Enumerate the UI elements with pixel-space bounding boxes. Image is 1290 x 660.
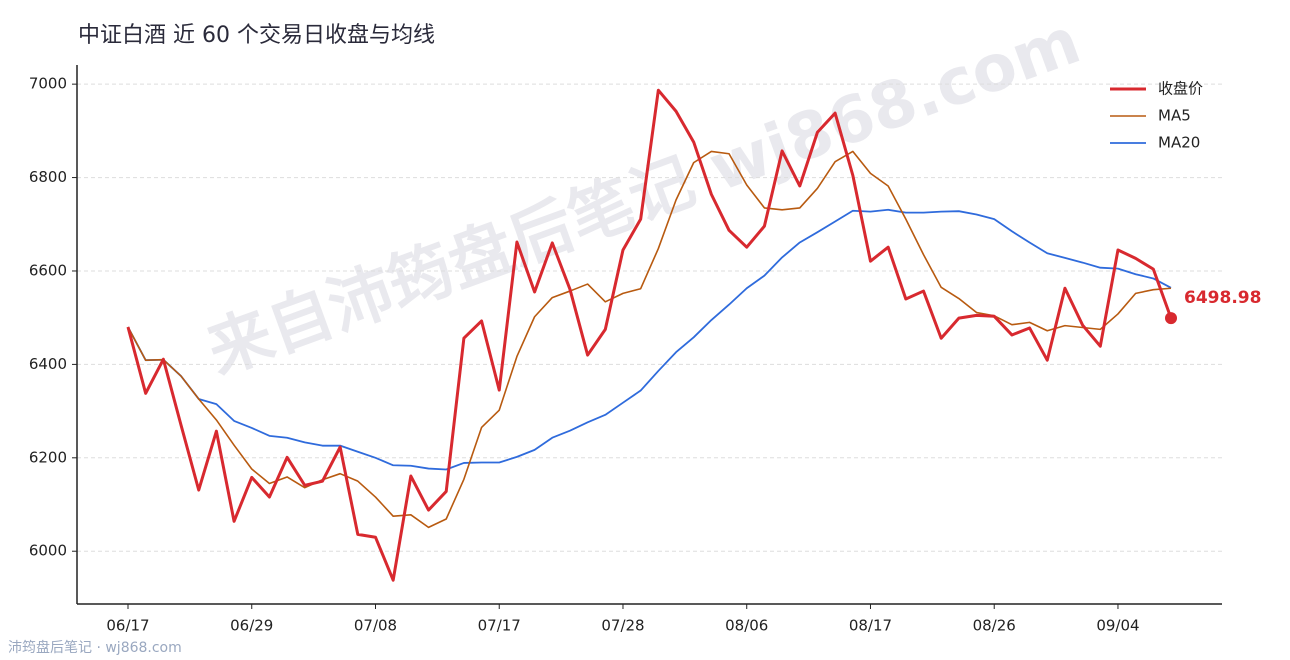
legend-label: MA20 [1158, 134, 1200, 152]
x-tick-label: 07/28 [601, 617, 644, 635]
last-point [1165, 312, 1177, 325]
x-tick-label: 09/04 [1096, 617, 1139, 635]
x-tick-label: 07/17 [478, 617, 521, 635]
y-tick-label: 6800 [29, 168, 67, 186]
x-tick-label: 06/29 [230, 617, 273, 635]
footer: 沛筠盘后笔记 · wj868.com [8, 639, 182, 656]
y-tick-label: 6000 [29, 542, 67, 560]
y-tick-label: 6200 [29, 448, 67, 466]
x-tick-label: 08/06 [725, 617, 768, 635]
line-0 [126, 88, 1173, 582]
y-tick-label: 7000 [29, 75, 67, 93]
legend-label: 收盘价 [1158, 80, 1203, 98]
x-tick-label: 07/08 [354, 617, 397, 635]
legend-label: MA5 [1158, 107, 1191, 125]
last-value-label: 6498.98 [1184, 288, 1261, 308]
line-2 [127, 208, 1172, 471]
x-tick-label: 08/26 [973, 617, 1016, 635]
x-tick-label: 06/17 [106, 617, 149, 635]
chart-title: 中证白酒 近 60 个交易日收盘与均线 [78, 23, 435, 48]
x-tick-label: 08/17 [849, 617, 892, 635]
y-tick-label: 6600 [29, 261, 67, 279]
y-tick-label: 6400 [29, 355, 67, 373]
